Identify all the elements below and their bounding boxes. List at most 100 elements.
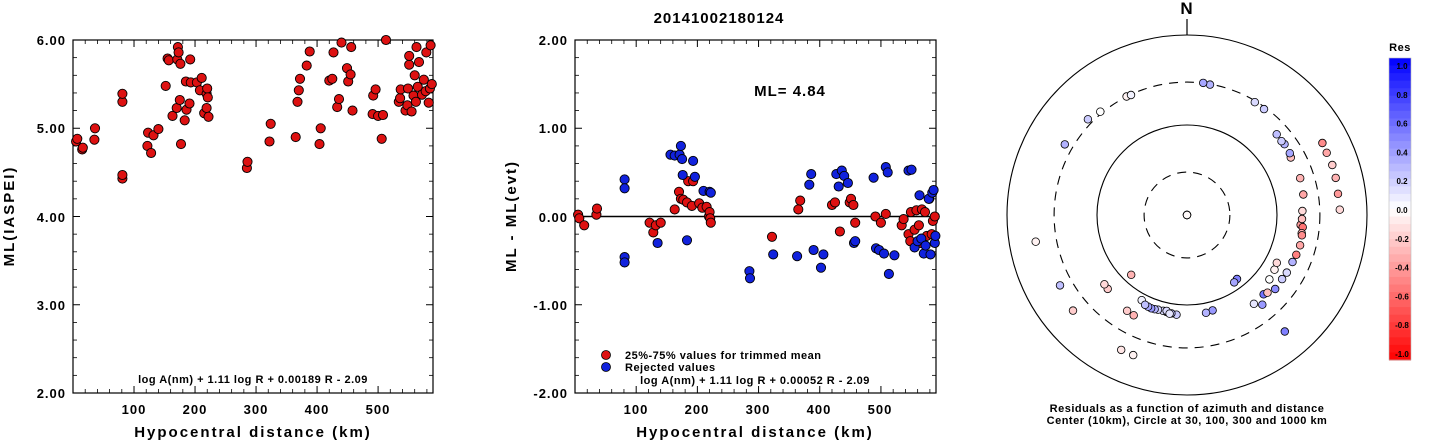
station-residual xyxy=(1182,210,1192,220)
data-point xyxy=(376,133,387,144)
rejected-point xyxy=(768,249,779,260)
rejected-point xyxy=(833,181,844,192)
y-tick-labels: -2.00 -1.00 0.00 1.00 2.00 xyxy=(533,33,567,401)
y-axis-label: ML(IASPEI) xyxy=(1,166,18,267)
station-residual xyxy=(1129,311,1138,320)
data-point xyxy=(380,34,392,46)
data-point xyxy=(409,70,420,81)
data-point xyxy=(294,73,306,84)
legend-marker-accepted xyxy=(601,350,611,360)
x-tick-label: 200 xyxy=(685,402,710,417)
colorbar-segment xyxy=(1389,58,1411,67)
colorbar-tick-label: 1.0 xyxy=(1396,62,1408,71)
x-tick-label: 500 xyxy=(366,402,391,417)
x-tick-labels: 100 200 300 400 500 xyxy=(624,402,893,417)
colorbar-title: Res xyxy=(1389,42,1411,54)
station-residual xyxy=(1126,270,1136,279)
station-residual xyxy=(1083,115,1093,124)
station-residual xyxy=(1280,327,1289,336)
station-residual xyxy=(1198,78,1208,88)
colorbar-segment xyxy=(1389,314,1411,323)
station-residual xyxy=(1292,250,1301,259)
station-residual xyxy=(1277,274,1287,284)
legend-label-rejected: Rejected values xyxy=(625,362,716,374)
data-point xyxy=(347,105,358,116)
accepted-point xyxy=(795,195,806,206)
station-residual xyxy=(1297,214,1307,224)
rejected-point xyxy=(928,184,939,196)
station-residual xyxy=(1140,300,1150,309)
rejected-point xyxy=(705,187,716,198)
x-tick-label: 300 xyxy=(746,402,771,417)
station-residual xyxy=(1270,265,1279,274)
station-residual xyxy=(1272,258,1281,267)
station-residual xyxy=(1031,237,1040,246)
station-residual xyxy=(1259,104,1269,114)
y-tick-label: 4.00 xyxy=(37,210,66,225)
data-point xyxy=(201,102,212,114)
colorbar-segment xyxy=(1389,337,1411,346)
colorbar-segment xyxy=(1389,193,1411,202)
legend-label-accepted: 25%-75% values for trimmed mean xyxy=(625,350,821,362)
data-point xyxy=(160,80,171,91)
station-residual xyxy=(1263,288,1272,297)
station-residual xyxy=(1295,173,1305,183)
map-caption-line2: Center (10km), Circle at 30, 100, 300 an… xyxy=(1047,415,1328,427)
rejected-point xyxy=(842,177,853,189)
colorbar-segment xyxy=(1389,201,1411,210)
rejected-point xyxy=(808,244,819,256)
colorbar-segment xyxy=(1389,88,1411,97)
data-point xyxy=(117,169,128,181)
rejected-point xyxy=(878,248,890,259)
data-point xyxy=(185,54,196,65)
x-tick-label: 100 xyxy=(122,402,147,417)
data-point xyxy=(89,134,100,145)
station-residual xyxy=(1272,130,1281,139)
accepted-point xyxy=(834,226,845,237)
map-caption-line1: Residuals as a function of azimuth and d… xyxy=(1050,403,1325,415)
colorbar-segment xyxy=(1389,261,1411,270)
colorbar-segment xyxy=(1389,95,1411,104)
colorbar-tick-label: 0.0 xyxy=(1396,206,1408,215)
accepted-point xyxy=(591,203,603,214)
accepted-point xyxy=(898,214,909,225)
formula: log A(nm) + 1.11 log R + 0.00189 R - 2.0… xyxy=(138,374,368,386)
station-residual xyxy=(1335,205,1344,214)
rejected-point xyxy=(914,190,925,201)
rejected-point xyxy=(688,155,699,166)
x-tick-label: 400 xyxy=(807,402,832,417)
accepted-point xyxy=(850,217,861,228)
rejected-point xyxy=(818,249,829,260)
data-point xyxy=(163,55,174,66)
colorbar-segment xyxy=(1389,224,1411,233)
station-residual xyxy=(1201,308,1211,317)
colorbar-segment xyxy=(1389,133,1411,142)
distance-ring-100km xyxy=(1096,124,1278,306)
colorbar-segment xyxy=(1389,103,1411,112)
colorbar-segment xyxy=(1389,352,1411,361)
distance-ring-30km xyxy=(1143,171,1231,259)
accepted-point xyxy=(669,204,680,215)
y-axis-label: ML - ML(evt) xyxy=(503,160,520,272)
colorbar-tick-label: 0.8 xyxy=(1396,91,1408,100)
ml-annotation: ML= 4.84 xyxy=(754,83,826,100)
data-point xyxy=(173,47,184,58)
data-point xyxy=(410,96,421,107)
data-point xyxy=(425,40,436,51)
station-residual xyxy=(1100,280,1109,289)
x-tick-label: 300 xyxy=(244,402,269,417)
x-tick-label: 500 xyxy=(868,402,893,417)
colorbar-segment xyxy=(1389,186,1411,195)
data-point xyxy=(293,85,304,96)
rejected-point xyxy=(619,174,630,185)
rejected-point xyxy=(850,236,861,247)
colorbar-segment xyxy=(1389,163,1411,172)
data-point xyxy=(404,59,415,70)
rejected-point xyxy=(815,262,827,273)
colorbar-tick-label: 0.6 xyxy=(1396,120,1408,129)
colorbar-segment xyxy=(1389,125,1411,134)
data-point xyxy=(406,106,417,117)
data-point xyxy=(377,109,389,121)
data-point xyxy=(153,124,164,135)
colorbar-segment xyxy=(1389,231,1411,240)
